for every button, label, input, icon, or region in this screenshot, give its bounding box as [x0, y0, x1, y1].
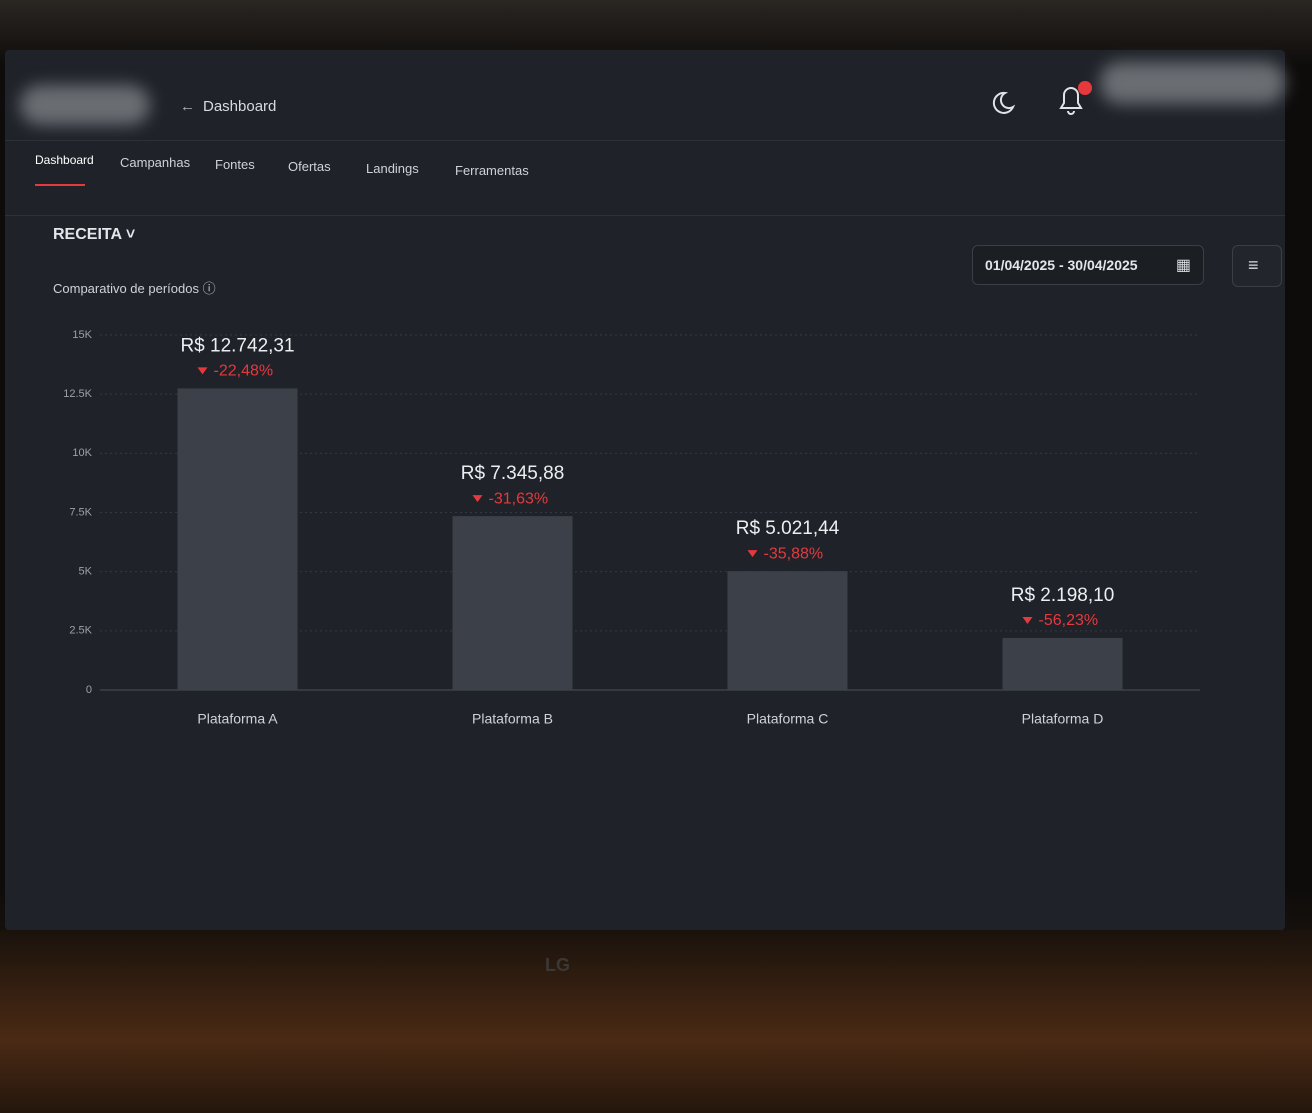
bar — [727, 571, 848, 690]
active-tab-indicator — [35, 184, 85, 186]
theme-toggle[interactable] — [988, 88, 1018, 118]
notifications[interactable] — [1053, 78, 1097, 118]
change-arrow — [1022, 616, 1033, 624]
monitor-brand: LG — [545, 955, 570, 975]
value-label: R$ 5.021,44 — [736, 518, 840, 539]
tab[interactable]: Landings — [366, 161, 419, 176]
section-title[interactable]: RECEITA ˅ — [53, 226, 136, 243]
user-profile[interactable] — [1100, 62, 1285, 104]
tab[interactable]: Campanhas — [120, 155, 191, 170]
bar — [452, 516, 573, 690]
logo — [20, 85, 150, 125]
y-tick-label: 15K — [72, 329, 92, 341]
value-label: R$ 7.345,88 — [461, 463, 565, 484]
tabs-divider — [5, 215, 1285, 216]
x-tick-label: Plataforma D — [1022, 711, 1104, 727]
tab[interactable]: Ofertas — [288, 159, 331, 174]
y-tick-label: 10K — [72, 447, 92, 459]
chart-subtitle: Comparativo de períodos ⓘ — [53, 281, 216, 296]
date-range: 01/04/2025 - 30/04/2025 — [985, 257, 1138, 273]
y-tick-label: 0 — [86, 684, 92, 696]
y-tick-label: 5K — [79, 566, 93, 578]
change-arrow — [197, 367, 208, 375]
bar — [177, 388, 298, 690]
header-divider — [5, 140, 1285, 141]
change-arrow — [472, 495, 483, 503]
chart-subtitle-text: Comparativo de períodos — [53, 281, 199, 296]
y-tick-label: 7.5K — [69, 506, 92, 518]
x-tick-label: Plataforma B — [472, 711, 553, 727]
y-tick-label: 2.5K — [69, 625, 92, 637]
value-label: R$ 12.742,31 — [180, 335, 294, 356]
change-arrow — [747, 550, 758, 558]
menu-icon: ≡ — [1248, 255, 1259, 275]
change-label: -56,23% — [1039, 612, 1099, 629]
tab[interactable]: Dashboard — [35, 153, 94, 167]
back-arrow[interactable]: ← — [180, 98, 195, 115]
date-picker[interactable]: 01/04/2025 - 30/04/2025 ▦ — [972, 245, 1204, 285]
value-label: R$ 2.198,10 — [1011, 585, 1115, 606]
section-title-text: RECEITA — [53, 226, 122, 243]
x-tick-label: Plataforma A — [197, 711, 278, 727]
menu-button[interactable]: ≡ — [1232, 245, 1282, 287]
calendar-icon: ▦ — [1175, 257, 1191, 274]
change-label: -31,63% — [489, 490, 549, 507]
page-title: Dashboard — [203, 98, 277, 115]
change-label: -35,88% — [764, 545, 824, 562]
desk — [0, 930, 1312, 1113]
y-tick-label: 12.5K — [63, 388, 92, 400]
bar — [1002, 637, 1123, 690]
x-tick-label: Plataforma C — [747, 711, 829, 727]
tab[interactable]: Fontes — [215, 157, 255, 172]
tab[interactable]: Ferramentas — [455, 163, 529, 178]
change-label: -22,48% — [214, 363, 274, 380]
